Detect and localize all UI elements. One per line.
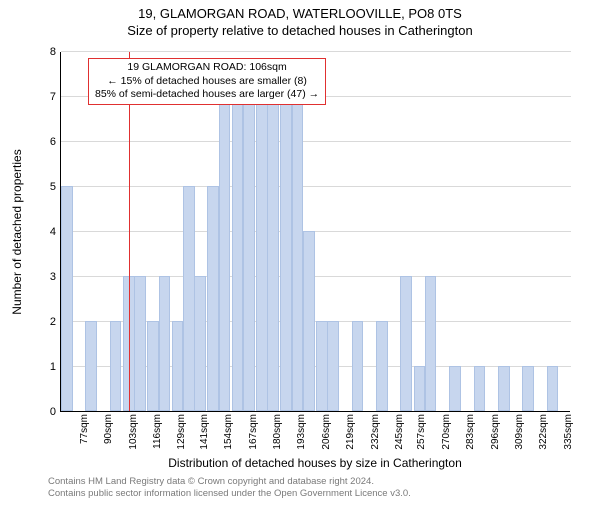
histogram-bar bbox=[498, 366, 510, 411]
x-tick-label: 309sqm bbox=[514, 414, 525, 450]
histogram-bar bbox=[352, 321, 364, 411]
y-tick-label: 0 bbox=[16, 406, 56, 418]
x-tick-label: 296sqm bbox=[490, 414, 501, 450]
gridline bbox=[61, 186, 571, 187]
x-tick-label: 180sqm bbox=[272, 414, 283, 450]
annotation-line1: 19 GLAMORGAN ROAD: 106sqm bbox=[95, 61, 319, 75]
histogram-chart: Number of detached properties Distributi… bbox=[60, 52, 570, 412]
x-tick-label: 232sqm bbox=[370, 414, 381, 450]
x-tick-label: 257sqm bbox=[416, 414, 427, 450]
annotation-line3: 85% of semi-detached houses are larger (… bbox=[95, 88, 319, 102]
x-tick-label: 335sqm bbox=[563, 414, 574, 450]
annotation-box: 19 GLAMORGAN ROAD: 106sqm ← 15% of detac… bbox=[88, 58, 326, 105]
y-tick-label: 8 bbox=[16, 46, 56, 58]
license-line1: Contains HM Land Registry data © Crown c… bbox=[48, 476, 411, 488]
histogram-bar bbox=[256, 96, 268, 411]
x-tick-label: 90sqm bbox=[103, 414, 114, 444]
page-title: 19, GLAMORGAN ROAD, WATERLOOVILLE, PO8 0… bbox=[0, 6, 600, 21]
annotation-line2: ← 15% of detached houses are smaller (8) bbox=[95, 75, 319, 89]
histogram-bar bbox=[414, 366, 426, 411]
x-tick-label: 193sqm bbox=[296, 414, 307, 450]
y-tick-label: 6 bbox=[16, 136, 56, 148]
histogram-bar bbox=[474, 366, 486, 411]
histogram-bar bbox=[61, 186, 73, 411]
gridline bbox=[61, 141, 571, 142]
gridline bbox=[61, 51, 571, 52]
y-tick-label: 5 bbox=[16, 181, 56, 193]
license-text: Contains HM Land Registry data © Crown c… bbox=[48, 476, 411, 500]
histogram-bar bbox=[194, 276, 206, 411]
x-tick-label: 322sqm bbox=[538, 414, 549, 450]
x-tick-label: 103sqm bbox=[128, 414, 139, 450]
histogram-bar bbox=[292, 96, 304, 411]
histogram-bar bbox=[280, 96, 292, 411]
x-tick-label: 206sqm bbox=[321, 414, 332, 450]
histogram-bar bbox=[327, 321, 339, 411]
plot-area bbox=[60, 52, 570, 412]
x-tick-label: 219sqm bbox=[345, 414, 356, 450]
histogram-bar bbox=[522, 366, 534, 411]
x-tick-label: 129sqm bbox=[176, 414, 187, 450]
gridline bbox=[61, 231, 571, 232]
histogram-bar bbox=[85, 321, 97, 411]
histogram-bar bbox=[243, 96, 255, 411]
x-tick-label: 270sqm bbox=[441, 414, 452, 450]
histogram-bar bbox=[207, 186, 219, 411]
x-tick-label: 245sqm bbox=[394, 414, 405, 450]
histogram-bar bbox=[376, 321, 388, 411]
y-tick-label: 3 bbox=[16, 271, 56, 283]
histogram-bar bbox=[110, 321, 122, 411]
histogram-bar bbox=[159, 276, 171, 411]
histogram-bar bbox=[267, 96, 279, 411]
x-tick-label: 167sqm bbox=[248, 414, 259, 450]
x-tick-label: 154sqm bbox=[223, 414, 234, 450]
x-tick-label: 77sqm bbox=[79, 414, 90, 444]
histogram-bar bbox=[219, 96, 231, 411]
x-tick-label: 283sqm bbox=[465, 414, 476, 450]
page-subtitle: Size of property relative to detached ho… bbox=[0, 23, 600, 38]
histogram-bar bbox=[449, 366, 461, 411]
histogram-bar bbox=[425, 276, 437, 411]
histogram-bar bbox=[232, 96, 244, 411]
histogram-bar bbox=[303, 231, 315, 411]
histogram-bar bbox=[183, 186, 195, 411]
license-line2: Contains public sector information licen… bbox=[48, 488, 411, 500]
histogram-bar bbox=[316, 321, 328, 411]
histogram-bar bbox=[400, 276, 412, 411]
y-tick-label: 2 bbox=[16, 316, 56, 328]
histogram-bar bbox=[147, 321, 159, 411]
x-tick-label: 141sqm bbox=[199, 414, 210, 450]
y-tick-label: 7 bbox=[16, 91, 56, 103]
y-tick-label: 4 bbox=[16, 226, 56, 238]
histogram-bar bbox=[172, 321, 184, 411]
x-tick-label: 116sqm bbox=[152, 414, 163, 449]
histogram-bar bbox=[547, 366, 559, 411]
histogram-bar bbox=[134, 276, 146, 411]
x-axis-label: Distribution of detached houses by size … bbox=[60, 456, 570, 470]
reference-line bbox=[129, 52, 130, 411]
y-tick-label: 1 bbox=[16, 361, 56, 373]
